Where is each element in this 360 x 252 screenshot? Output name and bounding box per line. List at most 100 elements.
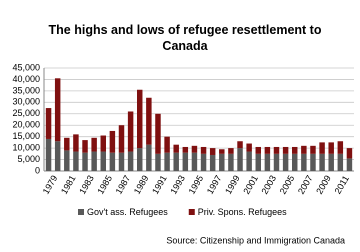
bar-segment (228, 148, 234, 154)
bar-segment (301, 153, 307, 171)
bar-segment (273, 153, 280, 171)
bar-segment (73, 134, 79, 152)
x-tick-label: 2003 (260, 174, 279, 196)
x-tick-label: 1991 (150, 174, 169, 196)
bar-segment (200, 153, 207, 171)
bar-segment (319, 142, 325, 154)
bar-segment (228, 153, 234, 171)
x-tick-label: 1979 (41, 174, 60, 196)
bar-segment (91, 151, 97, 171)
chart-title: The highs and lows of refugee resettleme… (48, 23, 322, 53)
bar-segment (219, 149, 225, 154)
bar-segment (54, 78, 61, 142)
bar-segment (255, 146, 261, 154)
x-tick-label: 1993 (168, 174, 187, 196)
bar-segment (191, 152, 198, 171)
bar-segment (237, 148, 243, 171)
bar-segment (164, 136, 170, 153)
bar-segment (173, 144, 179, 153)
bar-segment (146, 97, 152, 145)
x-tick-label: 2009 (314, 174, 333, 196)
bar-segment (237, 141, 243, 149)
bar-segment (118, 152, 125, 171)
y-tick-label: 45,000 (12, 62, 40, 72)
bar-segment (191, 145, 198, 153)
x-tick-label: 1995 (187, 174, 206, 196)
bar-segment (264, 153, 271, 171)
bar-segment (337, 153, 344, 171)
x-tick-label: 2005 (278, 174, 297, 196)
x-tick-label: 1999 (223, 174, 242, 196)
bar-segment (246, 151, 252, 171)
bar-segment (292, 153, 298, 171)
bar-segment (82, 140, 88, 153)
bar-segment (45, 108, 52, 139)
x-tick-label: 2011 (333, 174, 351, 196)
bar-segment (337, 141, 344, 154)
bar-segment (109, 152, 116, 171)
bar-segment (319, 153, 325, 171)
bar-segment (127, 111, 134, 152)
bar-segment (64, 137, 70, 151)
bar-segment (182, 146, 189, 153)
bar-segment (328, 142, 334, 154)
bar-segment (292, 146, 298, 154)
bar-segment (200, 146, 207, 154)
x-tick-label: 1983 (77, 174, 96, 196)
source: Source: Citizenship and Immigration Cana… (166, 235, 345, 245)
bar-segment (127, 151, 134, 171)
y-tick-label: 35,000 (12, 85, 40, 95)
bar-segment (137, 148, 143, 171)
legend-swatch (78, 209, 84, 215)
bar-segment (346, 148, 353, 159)
y-tick-label: 30,000 (12, 97, 40, 107)
bar-segment (173, 152, 179, 171)
bar-segment (346, 158, 353, 171)
bar-segment (164, 152, 170, 171)
x-tick-label: 1985 (95, 174, 114, 196)
x-tick-label: 2001 (241, 174, 260, 196)
bar-segment (137, 89, 143, 149)
bar-segment (310, 145, 316, 154)
bar-segment (255, 153, 261, 171)
bar-segment (146, 144, 152, 171)
bar-segment (91, 137, 97, 152)
bar-segment (310, 153, 316, 171)
bar-segment (219, 153, 225, 171)
y-tick-label: 0 (35, 165, 40, 175)
legend-label: Gov't ass. Refugees (87, 207, 168, 217)
bar-segment (328, 153, 334, 171)
bar-segment (301, 145, 307, 154)
bar-segment (100, 151, 106, 171)
bar-segment (209, 154, 216, 171)
bar-segment (118, 125, 125, 153)
bar-segment (182, 152, 189, 171)
bar-segment (282, 146, 289, 154)
legend-swatch (188, 209, 195, 215)
bar-segment (54, 141, 61, 171)
bar-segment (155, 153, 161, 171)
legend-label: Priv. Spons. Refugees (198, 207, 287, 217)
x-tick-label: 1987 (114, 174, 133, 196)
x-tick-label: 1989 (132, 174, 151, 196)
x-tick-label: 2007 (296, 174, 315, 196)
y-tick-label: 15,000 (12, 131, 40, 141)
bar-segment (73, 151, 79, 171)
x-tick-label: 1981 (59, 174, 78, 196)
y-tick-label: 10,000 (12, 142, 40, 152)
y-tick-label: 25,000 (12, 108, 40, 118)
bar-segment (45, 138, 52, 171)
y-tick-label: 20,000 (12, 120, 40, 130)
bar-segment (155, 113, 161, 154)
bar-segment (209, 148, 216, 155)
y-tick-label: 40,000 (12, 74, 40, 84)
bar-segment (109, 130, 116, 153)
y-tick-label: 5,000 (17, 154, 40, 164)
bar-segment (264, 146, 271, 154)
bar-segment (82, 152, 88, 171)
bar-segment (64, 150, 70, 171)
bar-segment (100, 135, 106, 152)
bar-segment (282, 153, 289, 171)
